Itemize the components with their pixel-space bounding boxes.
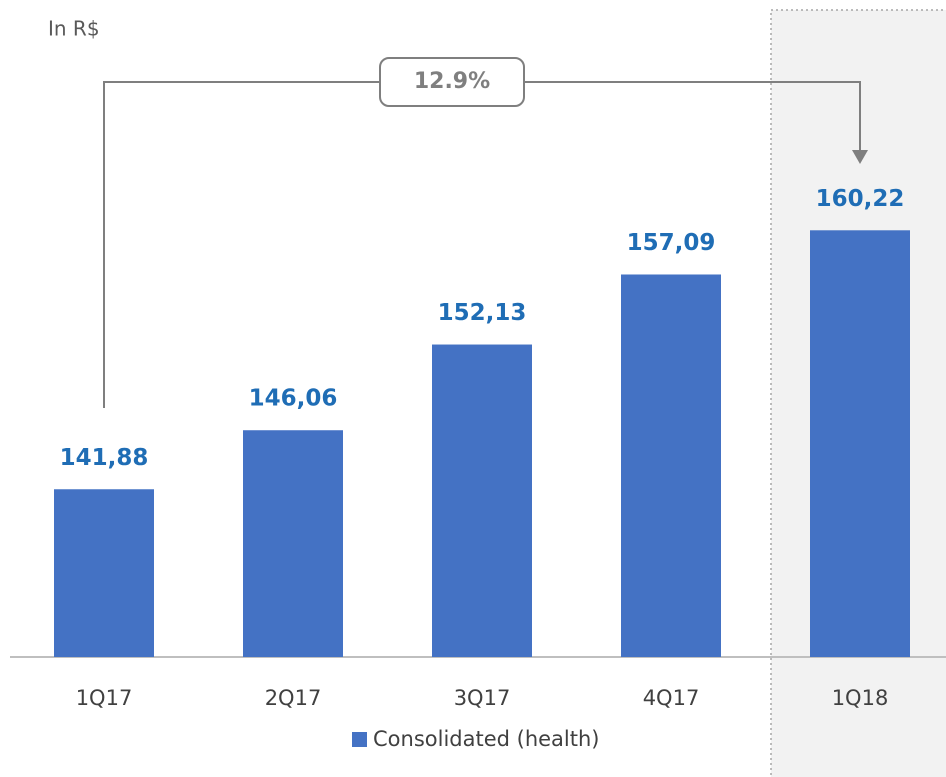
bar: [243, 430, 343, 657]
value-label: 160,22: [816, 186, 905, 212]
legend-swatch: [352, 732, 367, 747]
bar: [54, 489, 154, 657]
x-tick-label: 1Q18: [832, 686, 889, 710]
x-tick-label: 3Q17: [454, 686, 511, 710]
highlight-border: [770, 9, 946, 777]
value-label: 152,13: [438, 300, 527, 326]
legend-label: Consolidated (health): [373, 727, 600, 751]
x-tick-label: 1Q17: [76, 686, 133, 710]
annotation-box: [379, 57, 525, 107]
value-label: 146,06: [249, 386, 338, 412]
x-tick-label: 2Q17: [265, 686, 322, 710]
growth-bracket: [103, 81, 861, 408]
bar: [432, 344, 532, 657]
value-label: 141,88: [60, 445, 149, 471]
x-tick-label: 4Q17: [643, 686, 700, 710]
arrow-head: [852, 150, 868, 164]
bar: [810, 230, 910, 658]
bar: [621, 274, 721, 657]
subtitle: In R$: [48, 17, 100, 41]
value-label: 157,09: [627, 230, 716, 256]
annotation: 12.9%: [414, 69, 490, 94]
